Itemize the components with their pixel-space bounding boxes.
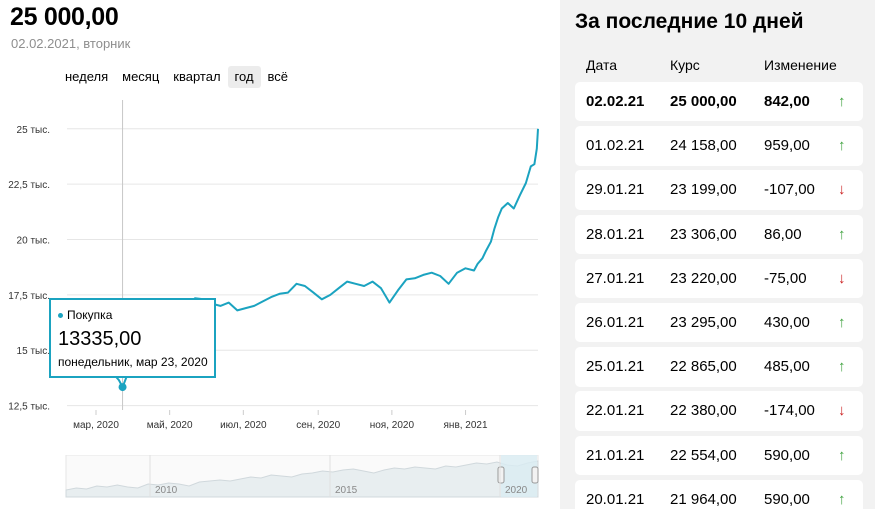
arrow-up-icon: ↑ [838,446,846,464]
y-tick-label: 12,5 тыс. [8,402,50,413]
row-change: 590,00 [764,490,810,508]
row-change: 590,00 [764,446,810,464]
y-tick-label: 25 тыс. [17,125,50,136]
x-tick-label: ноя, 2020 [370,420,415,431]
tooltip-value: 13335,00 [58,328,142,350]
table-row: 29.01.21 23 199,00 -107,00 ↓ [575,170,863,210]
row-date: 22.01.21 [586,402,645,420]
tooltip-series-label: Покупка [67,308,113,322]
table-row: 22.01.21 22 380,00 -174,00 ↓ [575,391,863,431]
header-rate: Курс [670,57,700,73]
arrow-up-icon: ↑ [838,93,846,110]
period-selector: неделя месяц квартал год всё [58,66,295,88]
row-date: 25.01.21 [586,358,645,376]
arrow-down-icon: ↓ [838,269,846,287]
row-change: -174,00 [764,402,815,420]
row-rate: 22 865,00 [670,358,737,376]
x-tick-label: июл, 2020 [220,420,267,431]
row-date: 28.01.21 [586,225,645,243]
row-change: 86,00 [764,225,802,243]
table-header: Дата Курс Изменение [575,57,865,75]
x-tick-label: янв, 2021 [444,420,488,431]
period-month[interactable]: месяц [122,69,160,84]
row-change: 430,00 [764,313,810,331]
current-price: 25 000,00 [10,3,119,31]
table-row: 26.01.21 23 295,00 430,00 ↑ [575,302,863,343]
range-navigator[interactable]: 2010 2015 2020 [0,455,548,501]
row-rate: 23 199,00 [670,181,737,199]
header-date: Дата [586,57,618,73]
arrow-up-icon: ↑ [838,313,846,331]
row-date: 21.01.21 [586,446,645,464]
x-tick-label: мар, 2020 [73,420,119,431]
series-dot-icon [58,312,63,318]
table-row: 01.02.21 24 158,00 959,00 ↑ [575,126,863,166]
row-rate: 23 295,00 [670,313,737,331]
row-date: 01.02.21 [586,137,645,155]
row-change: -107,00 [764,181,815,199]
arrow-up-icon: ↑ [838,225,846,243]
history-table: 02.02.21 25 000,00 842,00 ↑ 01.02.21 24 158,0… [575,82,863,509]
hover-point-marker [118,383,127,392]
period-quarter[interactable]: квартал [173,69,221,84]
x-tick-label: сен, 2020 [296,420,340,431]
row-rate: 22 380,00 [670,402,737,420]
table-row: 02.02.21 25 000,00 842,00 ↑ [575,82,863,122]
row-rate: 23 306,00 [670,225,737,243]
history-panel: За последние 10 дней Дата Курс Изменение… [560,0,875,509]
row-date: 26.01.21 [586,313,645,331]
table-row: 27.01.21 23 220,00 -75,00 ↓ [575,258,863,299]
navigator-year-label: 2010 [155,485,178,496]
chart-panel: 25 000,00 02.02.2021, вторник неделя мес… [0,3,548,501]
period-year[interactable]: год [227,66,261,88]
navigator-handle-icon [531,466,539,484]
y-tick-label: 22,5 тыс. [8,180,50,191]
x-tick-label: май, 2020 [147,420,193,431]
tooltip-date: понедельник, мар 23, 2020 [58,355,208,369]
row-date: 20.01.21 [586,490,645,508]
arrow-down-icon: ↓ [838,181,846,199]
navigator-handle-icon [497,466,505,484]
table-row: 20.01.21 21 964,00 590,00 ↑ [575,479,863,509]
arrow-down-icon: ↓ [838,402,846,420]
table-row: 28.01.21 23 306,00 86,00 ↑ [575,214,863,254]
row-rate: 24 158,00 [670,137,737,155]
period-week[interactable]: неделя [65,69,109,84]
y-tick-label: 20 тыс. [17,236,50,247]
row-date: 27.01.21 [586,269,645,287]
arrow-up-icon: ↑ [838,137,846,155]
navigator-area [65,460,539,498]
history-title: За последние 10 дней [575,10,804,33]
period-all[interactable]: всё [267,69,289,84]
navigator-selection [501,455,537,497]
arrow-up-icon: ↑ [838,490,846,508]
y-tick-label: 15 тыс. [17,346,50,357]
chart-tooltip: Покупка 13335,00 понедельник, мар 23, 20… [49,298,216,378]
y-tick-label: 17,5 тыс. [8,291,50,302]
table-row: 21.01.21 22 554,00 590,00 ↑ [575,435,863,475]
row-rate: 21 964,00 [670,490,737,508]
row-change: -75,00 [764,269,807,287]
row-date: 29.01.21 [586,181,645,199]
header-change: Изменение [764,57,837,73]
tooltip-series: Покупка [58,308,112,322]
price-line-chart[interactable]: 12,5 тыс. 15 тыс. 17,5 тыс. 20 тыс. 22,5 тыс… [0,100,548,445]
navigator-year-label: 2015 [335,485,358,496]
row-change: 485,00 [764,358,810,376]
row-change: 842,00 [764,93,810,110]
table-row: 25.01.21 22 865,00 485,00 ↑ [575,347,863,387]
row-rate: 22 554,00 [670,446,737,464]
row-change: 959,00 [764,137,810,155]
current-date: 02.02.2021, вторник [11,36,131,51]
navigator-year-label: 2020 [505,485,528,496]
row-date: 02.02.21 [586,93,645,110]
row-rate: 25 000,00 [670,93,737,110]
arrow-up-icon: ↑ [838,358,846,376]
row-rate: 23 220,00 [670,269,737,287]
